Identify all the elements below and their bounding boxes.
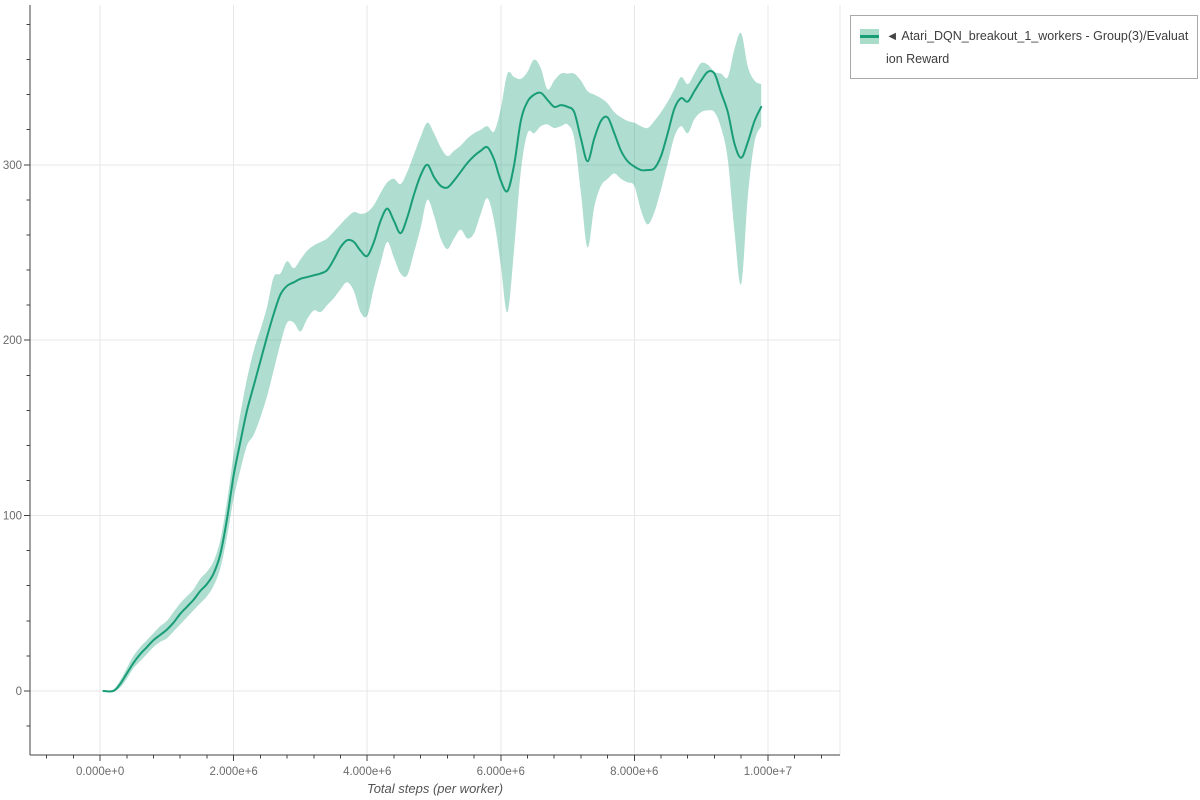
svg-text:200: 200: [3, 335, 22, 347]
gridlines: [30, 5, 841, 755]
tick-labels: 0.000e+0 2.000e+6 4.000e+6 6.000e+6 8.000e+6…: [3, 160, 792, 778]
x-axis-title: Total steps (per worker): [366, 781, 504, 796]
svg-text:0: 0: [16, 686, 22, 698]
svg-text:0.000e+0: 0.000e+0: [76, 766, 124, 778]
legend-label: ◄ Atari_DQN_breakout_1_workers - Group(3)…: [886, 25, 1189, 71]
series-swatch-line-icon: [860, 35, 879, 38]
legend[interactable]: ◄ Atari_DQN_breakout_1_workers - Group(3)…: [850, 15, 1198, 79]
svg-text:8.000e+6: 8.000e+6: [610, 766, 658, 778]
axes: [24, 5, 840, 761]
series-line: [102, 69, 763, 693]
svg-text:1.000e+7: 1.000e+7: [744, 766, 792, 778]
svg-text:4.000e+6: 4.000e+6: [343, 766, 391, 778]
series-swatch-icon: [860, 29, 879, 44]
confidence-band: [103, 32, 762, 692]
svg-text:2.000e+6: 2.000e+6: [210, 766, 258, 778]
legend-collapse-arrow-icon: ◄: [886, 29, 899, 43]
svg-text:6.000e+6: 6.000e+6: [477, 766, 525, 778]
legend-series-name: Atari_DQN_breakout_1_workers - Group(3)/…: [886, 29, 1189, 66]
svg-text:100: 100: [3, 511, 22, 523]
svg-text:300: 300: [3, 160, 22, 172]
